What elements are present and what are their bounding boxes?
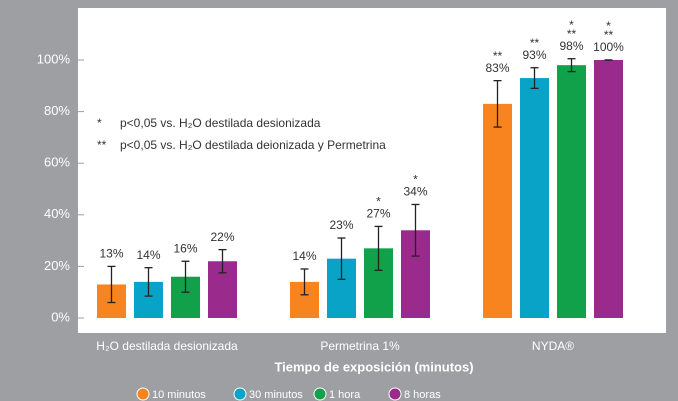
- data-label: 27%: [366, 207, 390, 221]
- significance: **: [604, 28, 614, 42]
- y-tick-label: 80%: [44, 103, 70, 118]
- data-label: 14%: [292, 249, 316, 263]
- data-label: 16%: [173, 241, 197, 255]
- bar: [594, 60, 623, 318]
- note-symbol: *: [97, 116, 102, 130]
- data-label: 13%: [99, 247, 123, 261]
- bar: [483, 103, 512, 318]
- data-label: 93%: [522, 48, 546, 62]
- bar: [557, 65, 586, 318]
- legend-label: 10 minutos: [152, 389, 206, 401]
- note-text: p<0,05 vs. H₂O destilada desionizada: [120, 116, 321, 130]
- significance: *: [376, 195, 381, 209]
- note-text: p<0,05 vs. H₂O destilada deionizada y Pe…: [120, 138, 386, 152]
- data-label: 23%: [329, 218, 353, 232]
- significance: *: [569, 18, 574, 32]
- legend-marker: [136, 387, 150, 401]
- y-tick-label: 100%: [37, 51, 71, 66]
- data-label: 100%: [593, 40, 624, 54]
- data-label: 83%: [485, 61, 509, 75]
- legend-marker: [313, 387, 327, 401]
- y-tick-label: 0%: [51, 309, 70, 324]
- y-tick-label: 60%: [44, 155, 70, 170]
- x-tick-label: NYDA®: [532, 339, 574, 353]
- x-tick-label: Permetrina 1%: [320, 339, 400, 353]
- data-label: 34%: [403, 185, 427, 199]
- significance: *: [606, 19, 611, 33]
- note-symbol: **: [97, 138, 107, 152]
- data-label: 14%: [136, 248, 160, 262]
- x-tick-label: H₂O destilada desionizada: [96, 339, 238, 353]
- legend-label: 30 minutos: [249, 389, 303, 401]
- significance: **: [530, 36, 540, 50]
- legend-marker: [233, 387, 247, 401]
- significance: **: [567, 27, 577, 41]
- legend-label: 1 hora: [329, 389, 361, 401]
- y-tick-label: 40%: [44, 206, 70, 221]
- data-label: 98%: [559, 39, 583, 53]
- legend-marker: [388, 387, 402, 401]
- bar: [520, 78, 549, 318]
- data-label: 22%: [210, 230, 234, 244]
- x-axis-title: Tiempo de exposición (minutos): [274, 359, 473, 374]
- significance: *: [413, 173, 418, 187]
- y-tick-label: 20%: [44, 258, 70, 273]
- legend-label: 8 horas: [404, 389, 441, 401]
- significance: **: [493, 49, 503, 63]
